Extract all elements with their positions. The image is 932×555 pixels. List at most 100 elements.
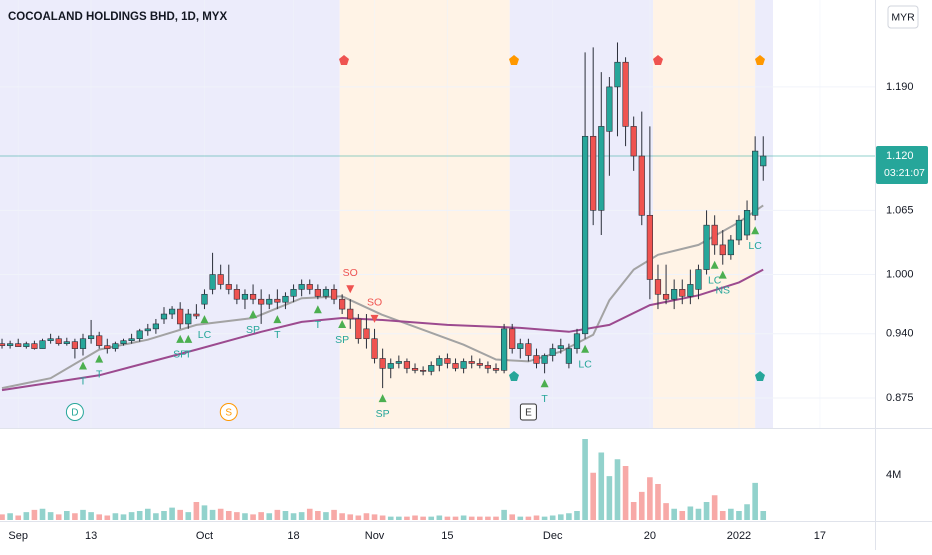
candle-body xyxy=(484,365,492,369)
volume-bar xyxy=(153,513,159,520)
buy-arrow xyxy=(273,315,282,324)
last-price-tag xyxy=(876,146,928,185)
signal-label: SO xyxy=(343,267,358,279)
signal-label: T xyxy=(80,375,87,387)
volume-bar xyxy=(363,513,370,520)
candle-body xyxy=(266,298,273,305)
volume-bar xyxy=(258,512,264,520)
volume-bar xyxy=(590,472,596,520)
candle-body xyxy=(630,126,637,157)
currency-label[interactable]: MYR xyxy=(891,11,915,23)
candle-body xyxy=(322,289,330,297)
buy-arrow xyxy=(249,310,258,319)
volume-bar xyxy=(379,515,386,520)
volume-bar xyxy=(23,512,30,520)
candle-body xyxy=(339,298,346,310)
candle-body xyxy=(15,343,22,347)
volume-bar xyxy=(566,513,572,520)
candle-body xyxy=(160,313,168,320)
candle-body xyxy=(128,338,135,342)
volume-bar xyxy=(355,515,362,520)
signal-label: SP xyxy=(335,334,349,346)
volume-bar xyxy=(752,482,758,520)
candle-body xyxy=(63,341,70,344)
candle-body xyxy=(7,343,14,346)
volume-bar xyxy=(250,514,256,520)
event-label: D xyxy=(71,408,78,419)
volume-bar xyxy=(477,516,483,520)
candle-body xyxy=(193,313,200,317)
y-tick-label: 0.875 xyxy=(886,392,914,404)
volume-bar xyxy=(282,511,289,520)
buy-arrow xyxy=(184,334,193,343)
volume-bar xyxy=(39,508,46,520)
volume-bar xyxy=(671,508,677,520)
volume-bar xyxy=(525,516,532,520)
volume-tick-label: 4M xyxy=(886,469,901,481)
volume-bar xyxy=(574,511,580,520)
candle-body xyxy=(363,328,370,340)
candle-body xyxy=(452,363,459,369)
candle-body xyxy=(274,298,281,303)
candle-body xyxy=(662,293,670,300)
volume-bar xyxy=(161,511,167,520)
candle-body xyxy=(31,343,38,349)
y-tick-label: 1.065 xyxy=(886,204,914,216)
signal-label: T xyxy=(96,368,103,380)
signal-label: T xyxy=(274,329,281,341)
volume-bar xyxy=(744,504,750,520)
signal-label: SP xyxy=(246,324,260,336)
candle-body xyxy=(144,328,151,332)
candle-body xyxy=(177,308,184,325)
signal-label: LC xyxy=(708,275,722,287)
volume-bar xyxy=(193,502,200,520)
volume-bar xyxy=(15,515,22,520)
signal-label: SP xyxy=(173,349,187,361)
signal-label: T xyxy=(315,319,322,331)
candle-body xyxy=(460,361,467,369)
volume-bar xyxy=(728,508,734,520)
signal-label: LC xyxy=(198,329,212,341)
buy-arrow xyxy=(176,334,185,343)
volume-bar xyxy=(719,511,726,520)
volume-bar xyxy=(687,506,694,520)
volume-bar xyxy=(622,466,629,520)
buy-arrow xyxy=(79,361,88,370)
volume-bar xyxy=(55,514,62,520)
event-badge xyxy=(219,403,238,421)
candle-body xyxy=(314,289,321,297)
candle-body xyxy=(225,284,232,290)
currency-button[interactable] xyxy=(887,5,919,29)
signal-label: SP xyxy=(376,408,390,420)
pentagon-marker xyxy=(339,55,349,65)
volume-bar xyxy=(185,512,192,520)
volume-bar xyxy=(533,515,540,520)
candle-body xyxy=(646,214,653,280)
x-tick-label: 20 xyxy=(644,530,656,542)
volume-bar xyxy=(47,512,54,520)
candle-body xyxy=(719,244,726,256)
candle-body xyxy=(654,279,662,295)
volume-bar xyxy=(274,509,281,520)
candle-body xyxy=(671,289,678,300)
candle-body xyxy=(387,363,394,369)
buy-arrow xyxy=(378,394,387,403)
candle-body xyxy=(760,155,767,167)
x-tick-label: 15 xyxy=(441,530,453,542)
volume-bar xyxy=(460,515,467,520)
candle-body xyxy=(565,348,572,364)
signal-label: LC xyxy=(748,240,762,252)
candle-body xyxy=(55,338,62,344)
volume-bar xyxy=(80,509,86,520)
event-badge xyxy=(65,403,84,421)
candle-body xyxy=(168,308,176,315)
volume-bar xyxy=(96,514,103,520)
sell-arrow xyxy=(346,285,355,294)
candle-body xyxy=(743,210,751,236)
buy-arrow xyxy=(338,320,347,329)
buy-arrow xyxy=(751,226,760,235)
candle-body xyxy=(679,289,686,297)
candle-body xyxy=(549,348,556,356)
volume-bar xyxy=(647,477,653,520)
